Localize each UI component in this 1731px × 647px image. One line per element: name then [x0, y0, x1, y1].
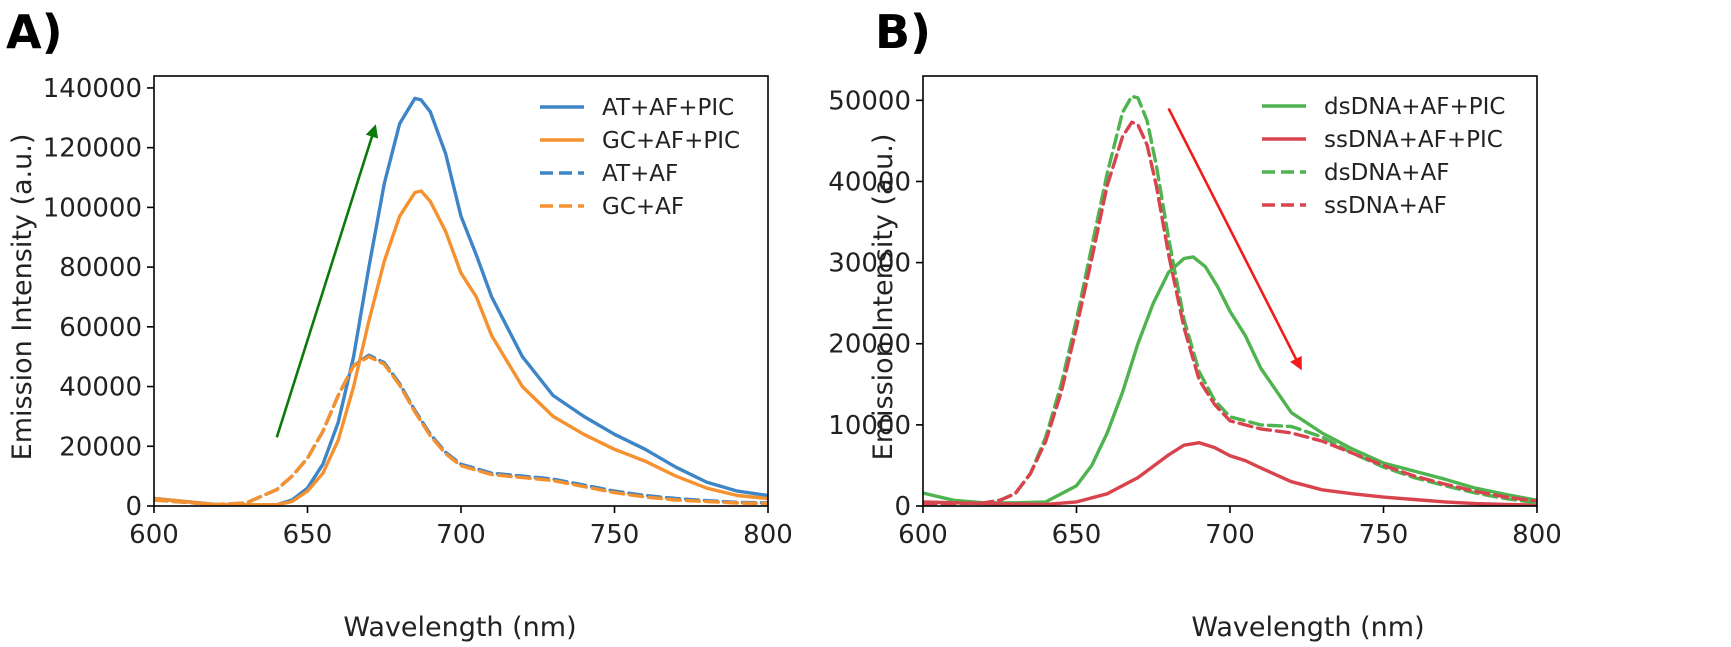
panel-b-x-tick-label: 750: [1359, 520, 1409, 550]
panel-a-y-tick-label: 0: [125, 492, 142, 522]
panel-b-y-axis-title: Emission Intensity (a.u.): [868, 134, 899, 461]
panel-a-x-tick-label: 800: [743, 520, 793, 550]
panel-a-trend-arrow: [275, 124, 379, 438]
panel-a-axes: 600 650 700 750 800 0 20000 40000 60000 80000 1000…: [43, 74, 793, 550]
panel-b-y-tick-label: 0: [894, 492, 911, 522]
panel-a-series-gc-af-pic-line: [154, 189, 768, 506]
panel-a-y-tick-label: 100000: [43, 193, 142, 223]
panel-a-series: [154, 96, 768, 506]
panel-a-arrow: [275, 124, 379, 438]
panel-b-y-tick-label: 10000: [828, 411, 911, 441]
panel-a-y-tick-label: 120000: [43, 134, 142, 164]
panel-b-legend-label: dsDNA+AF+PIC: [1324, 94, 1505, 120]
panel-a-x-tick-label: 700: [436, 520, 486, 550]
panel-b-axes: 600 650 700 750 800 0 10000 20000 30000 40000 5000…: [828, 75, 1562, 550]
panel-a-y-tick-label: 140000: [43, 74, 142, 104]
panel-a-legend-label: GC+AF: [602, 194, 684, 220]
panel-a-y-tick-label: 40000: [59, 373, 142, 403]
panel-b-y-tick-label: 50000: [828, 86, 911, 116]
panel-a-series-at-af-line: [154, 353, 768, 506]
panel-b-legend-label: ssDNA+AF: [1324, 193, 1447, 219]
panel-b-legend: dsDNA+AF+PIC ssDNA+AF+PIC dsDNA+AF ssDNA+AF: [1262, 94, 1505, 219]
panel-a-x-tick-label: 750: [590, 520, 640, 550]
panel-b-series-ssdna-af-line: [923, 120, 1537, 506]
panel-a-y-tick-label: 20000: [59, 432, 142, 462]
panel-b-legend-label: dsDNA+AF: [1324, 160, 1449, 186]
panel-a-legend-label: AT+AF: [602, 161, 678, 187]
panel-b-series-dsdna-af-pic-line: [923, 255, 1537, 505]
panel-a-legend: AT+AF+PIC GC+AF+PIC AT+AF GC+AF: [540, 95, 740, 220]
panel-a-x-tick-label: 600: [129, 520, 179, 550]
panel-a-legend-label: GC+AF+PIC: [602, 128, 740, 154]
panel-b-series: [923, 94, 1537, 506]
panel-a-series-at-af-pic-line: [154, 96, 768, 506]
panel-b-arrow: [1167, 107, 1302, 371]
panel-a-label: A): [6, 5, 63, 59]
panel-b-label: B): [875, 5, 931, 59]
panel-a-y-axis-title: Emission Intensity (a.u.): [7, 134, 38, 461]
panel-a-x-tick-label: 650: [283, 520, 333, 550]
panel-a: A) 600 650 700 750 800 0 20000 40000 60000 80000 1…: [6, 5, 793, 643]
panel-a-y-tick-label: 60000: [59, 313, 142, 343]
panel-b-x-tick-label: 600: [898, 520, 948, 550]
panel-b-x-tick-label: 800: [1512, 520, 1562, 550]
panel-b-series-ssdna-af-pic-line: [923, 441, 1537, 506]
panel-a-series-gc-af-line: [154, 355, 768, 506]
panel-b-series-dsdna-af-line: [923, 94, 1537, 506]
panel-a-y-tick-label: 80000: [59, 253, 142, 283]
panel-b-legend-label: ssDNA+AF+PIC: [1324, 127, 1503, 153]
panel-b: B) 600 650 700 750 800 0 10000 20000 30000 40000 5…: [828, 5, 1562, 643]
panel-b-y-tick-label: 40000: [828, 167, 911, 197]
panel-b-x-tick-label: 650: [1052, 520, 1102, 550]
panel-a-legend-label: AT+AF+PIC: [602, 95, 734, 121]
panel-b-y-tick-label: 20000: [828, 330, 911, 360]
panel-b-x-tick-label: 700: [1205, 520, 1255, 550]
panel-b-trend-arrow: [1167, 107, 1302, 371]
panel-a-x-axis-title: Wavelength (nm): [343, 612, 576, 643]
panel-b-x-axis-title: Wavelength (nm): [1191, 612, 1424, 643]
panel-b-y-tick-label: 30000: [828, 249, 911, 279]
